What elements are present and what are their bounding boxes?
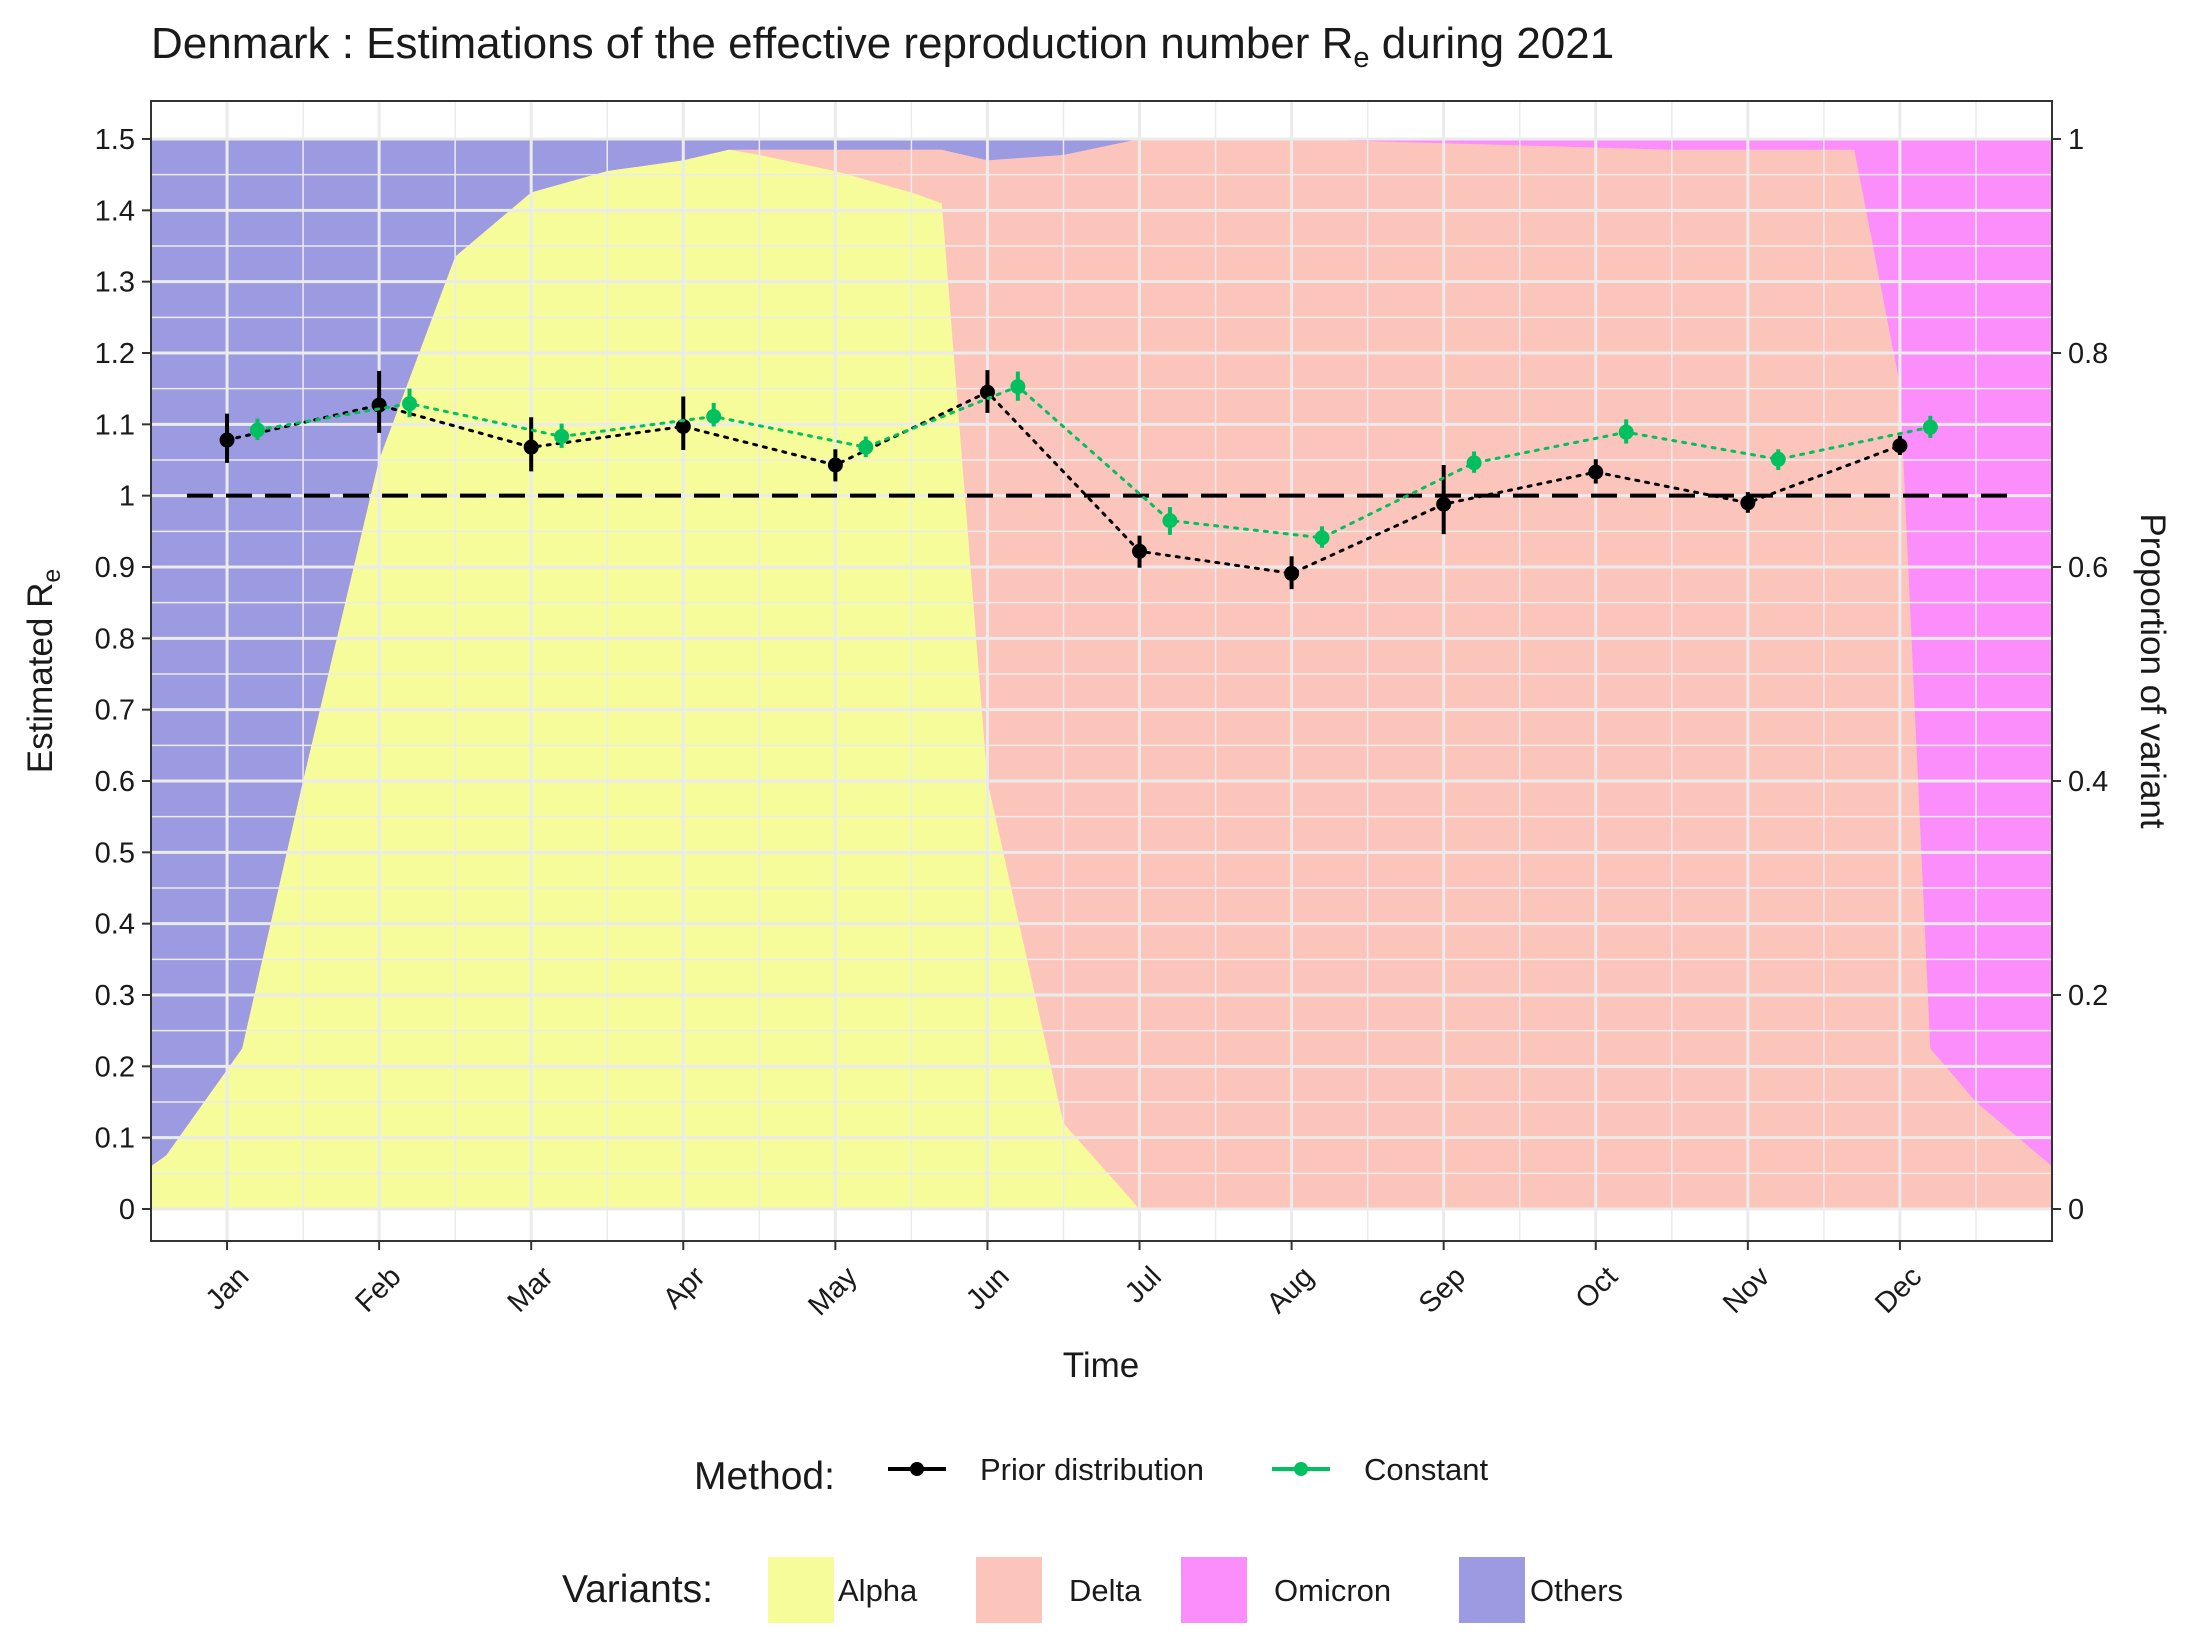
y-tick-label: 1.5 — [95, 124, 135, 156]
point-prior — [1892, 438, 1908, 454]
legend-label-delta: Delta — [1069, 1573, 1142, 1608]
point-constant — [1314, 530, 1330, 546]
x-tick-label: Jun — [960, 1261, 1016, 1317]
point-constant — [1162, 513, 1178, 529]
x-tick-label: Feb — [349, 1261, 407, 1319]
point-constant — [1010, 379, 1026, 395]
legend-label-others: Others — [1530, 1573, 1623, 1608]
x-tick-label: Mar — [502, 1260, 560, 1318]
series-layer — [219, 370, 1938, 590]
legend-swatch-alpha — [768, 1557, 834, 1623]
x-tick-label: Jul — [1119, 1261, 1168, 1310]
point-constant — [249, 422, 265, 438]
y2-axis-title: Proportion of variant — [2133, 513, 2172, 828]
point-prior — [827, 457, 843, 473]
y2-tick-label: 1 — [2068, 124, 2084, 156]
y-tick-label: 0.3 — [95, 980, 135, 1012]
y2-tick-label: 0 — [2068, 1194, 2084, 1226]
series-line-constant — [256, 384, 1932, 540]
point-prior — [1284, 565, 1300, 581]
area-alpha — [151, 149, 2052, 1210]
x-tick-label: Nov — [1717, 1260, 1776, 1319]
legend-label-omicron: Omicron — [1274, 1573, 1391, 1608]
point-constant — [858, 439, 874, 455]
y-tick-label: 0.4 — [95, 909, 135, 941]
legend-variants-title: Variants: — [562, 1568, 713, 1611]
x-tick-label: Dec — [1869, 1261, 1928, 1320]
point-constant — [1618, 424, 1634, 440]
point-constant — [706, 408, 722, 424]
chart-title: Denmark : Estimations of the effective r… — [151, 19, 1614, 74]
point-prior — [523, 439, 539, 455]
y-axis-title: Estimated Re — [21, 569, 66, 774]
legend-label-prior: Prior distribution — [980, 1452, 1204, 1487]
x-axis-title: Time — [1063, 1346, 1139, 1385]
point-constant — [402, 396, 418, 412]
axes: 0 0.1 0.2 0.3 0.4 0.5 0.6 0.7 0.8 0.9 1 1.1 1.2 1.3 1.… — [95, 124, 2109, 1322]
y-tick-label: 1.3 — [95, 267, 135, 299]
y-tick-label: 0.5 — [95, 837, 135, 869]
point-constant — [1770, 451, 1786, 467]
point-prior — [675, 418, 691, 434]
y2-tick-label: 0.4 — [2068, 766, 2108, 798]
y-tick-label: 0.7 — [95, 695, 135, 727]
y-tick-label: 0 — [119, 1194, 135, 1226]
panel-border — [150, 100, 2053, 1242]
legend-variants: Variants: Alpha Delta Omicron Others — [562, 1557, 1623, 1623]
legend-dot-constant — [1294, 1462, 1308, 1476]
x-tick-label: May — [802, 1260, 864, 1322]
legend-method: Method: Prior distribution Constant — [694, 1452, 1488, 1498]
y-tick-label: 1.2 — [95, 338, 135, 370]
legend-label-constant: Constant — [1364, 1452, 1488, 1487]
y-tick-label: 0.8 — [95, 623, 135, 655]
y-tick-label: 1.4 — [95, 195, 135, 227]
y-tick-label: 0.6 — [95, 766, 135, 798]
legend-swatch-delta — [976, 1557, 1042, 1623]
y-tick-label: 1.1 — [95, 409, 135, 441]
point-prior — [1740, 495, 1756, 511]
legend-method-title: Method: — [694, 1455, 835, 1498]
point-prior — [219, 432, 235, 448]
y2-tick-label: 0.2 — [2068, 980, 2108, 1012]
x-tick-label: Jan — [200, 1261, 256, 1317]
point-prior — [1132, 543, 1148, 559]
legend-swatch-others — [1459, 1557, 1525, 1623]
x-tick-label: Sep — [1413, 1261, 1472, 1320]
point-prior — [1588, 464, 1604, 480]
point-constant — [554, 428, 570, 444]
point-prior — [1436, 496, 1452, 512]
y-tick-label: 0.1 — [95, 1123, 135, 1155]
y-tick-label: 0.2 — [95, 1051, 135, 1083]
point-constant — [1922, 419, 1938, 435]
y-tick-label: 1 — [119, 481, 135, 513]
point-constant — [1466, 455, 1482, 471]
legend-label-alpha: Alpha — [838, 1573, 918, 1608]
x-tick-label: Oct — [1570, 1261, 1625, 1316]
grid-lines — [150, 101, 2052, 1241]
legend-swatch-omicron — [1181, 1557, 1247, 1623]
x-tick-label: Apr — [657, 1260, 712, 1315]
y-tick-label: 0.9 — [95, 552, 135, 584]
y2-tick-label: 0.6 — [2068, 552, 2108, 584]
x-tick-label: Aug — [1261, 1261, 1320, 1320]
y2-tick-label: 0.8 — [2068, 338, 2108, 370]
legend-dot-prior — [910, 1462, 924, 1476]
series-line-prior — [225, 390, 1902, 575]
